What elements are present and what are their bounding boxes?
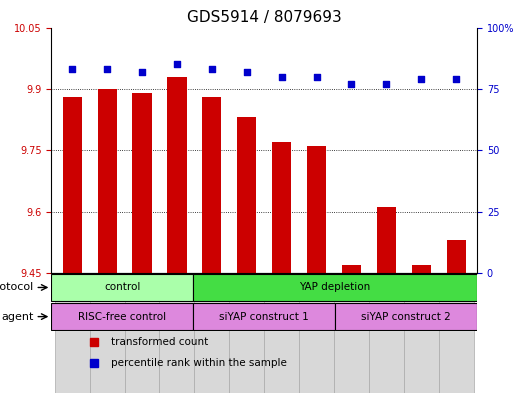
Text: siYAP construct 2: siYAP construct 2 <box>361 312 451 321</box>
Text: agent: agent <box>1 312 33 321</box>
FancyBboxPatch shape <box>335 303 477 330</box>
Bar <box>97 89 117 273</box>
Point <box>417 76 425 82</box>
Point <box>278 73 286 80</box>
Bar <box>446 240 466 273</box>
FancyBboxPatch shape <box>369 273 404 393</box>
Bar <box>132 93 152 273</box>
FancyBboxPatch shape <box>193 303 335 330</box>
Point <box>452 76 460 82</box>
Text: transformed count: transformed count <box>111 337 208 347</box>
Bar <box>411 265 431 273</box>
FancyBboxPatch shape <box>55 273 90 393</box>
Bar <box>237 118 256 273</box>
FancyBboxPatch shape <box>439 273 473 393</box>
FancyBboxPatch shape <box>194 273 229 393</box>
Bar <box>202 97 222 273</box>
Text: RISC-free control: RISC-free control <box>78 312 166 321</box>
FancyBboxPatch shape <box>229 273 264 393</box>
Bar <box>342 265 361 273</box>
Bar <box>167 77 187 273</box>
FancyBboxPatch shape <box>51 303 193 330</box>
Text: percentile rank within the sample: percentile rank within the sample <box>111 358 287 368</box>
FancyBboxPatch shape <box>160 273 194 393</box>
Point <box>173 61 181 68</box>
Text: YAP depletion: YAP depletion <box>300 283 371 292</box>
Point <box>68 66 76 72</box>
FancyBboxPatch shape <box>404 273 439 393</box>
Point <box>347 81 356 87</box>
Point <box>103 66 111 72</box>
Text: siYAP construct 1: siYAP construct 1 <box>220 312 309 321</box>
Text: control: control <box>104 283 141 292</box>
FancyBboxPatch shape <box>90 273 125 393</box>
Point <box>382 81 390 87</box>
FancyBboxPatch shape <box>264 273 299 393</box>
FancyBboxPatch shape <box>334 273 369 393</box>
Bar <box>377 208 396 273</box>
Bar <box>307 146 326 273</box>
Bar <box>272 142 291 273</box>
Text: protocol: protocol <box>0 283 33 292</box>
Point <box>138 68 146 75</box>
Bar <box>63 97 82 273</box>
FancyBboxPatch shape <box>193 274 477 301</box>
Point <box>208 66 216 72</box>
Title: GDS5914 / 8079693: GDS5914 / 8079693 <box>187 10 342 25</box>
Point <box>312 73 321 80</box>
FancyBboxPatch shape <box>51 274 193 301</box>
FancyBboxPatch shape <box>125 273 160 393</box>
FancyBboxPatch shape <box>299 273 334 393</box>
Point <box>243 68 251 75</box>
